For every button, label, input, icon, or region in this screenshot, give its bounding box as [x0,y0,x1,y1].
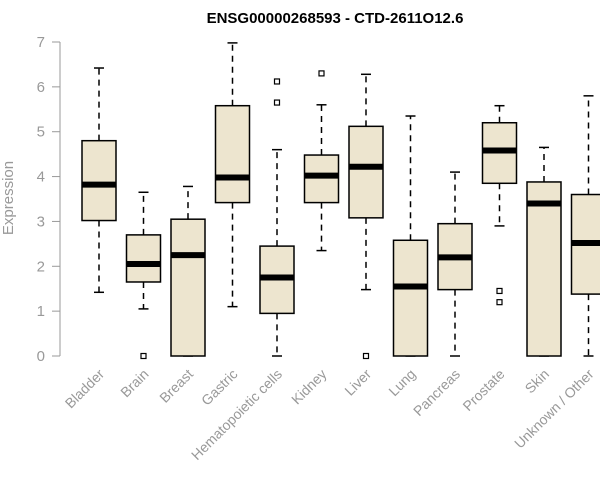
outlier-point [496,299,503,306]
y-tick-label: 5 [37,124,45,141]
y-tick-label: 0 [37,348,45,365]
box-group [437,171,473,357]
x-tick-label: Liver [341,366,374,399]
box-group [125,191,162,360]
box-group [81,67,117,294]
x-tick-label: Gastric [198,366,241,409]
outlier-point [496,287,503,295]
box [392,239,429,357]
box [526,181,562,357]
x-tick-label: Bladder [62,366,108,412]
outlier-point [273,78,281,85]
box [348,125,384,219]
y-axis: 0 1 2 3 4 5 6 7 [37,34,61,365]
x-tick-label: Prostate [459,366,507,414]
box-group [170,185,206,357]
box-group [570,95,600,357]
y-tick-label: 4 [37,169,45,186]
y-tick-label: 7 [37,34,45,51]
x-tick-label: Lung [385,366,418,399]
outlier-point [273,99,281,106]
box [303,154,340,204]
x-tick-label: Unknown / Other [511,366,597,452]
box-group [303,70,340,252]
x-tick-label: Breast [156,366,196,406]
x-tick-label: Brain [117,366,151,400]
box [214,104,251,204]
box-group [259,78,295,357]
outlier-point [318,70,325,77]
box [125,234,162,283]
y-axis-label: Expression [0,161,17,235]
y-tick-label: 3 [37,213,45,230]
x-tick-label: Pancreas [410,366,463,419]
y-tick-label: 1 [37,303,45,320]
outlier-point [362,352,370,360]
box [81,139,117,222]
box-group [392,115,429,357]
box-group [481,104,518,306]
chart-title: ENSG00000268593 - CTD-2611O12.6 [207,10,464,27]
box-group [526,146,562,357]
x-tick-label: Skin [522,366,553,397]
x-tick-label: Kidney [288,366,330,408]
box-series [81,42,600,360]
box-group [214,42,251,308]
box [170,218,206,357]
y-tick-label: 6 [37,79,45,96]
box-group [348,73,384,360]
outlier-point [140,352,147,360]
y-tick-label: 2 [37,258,45,275]
